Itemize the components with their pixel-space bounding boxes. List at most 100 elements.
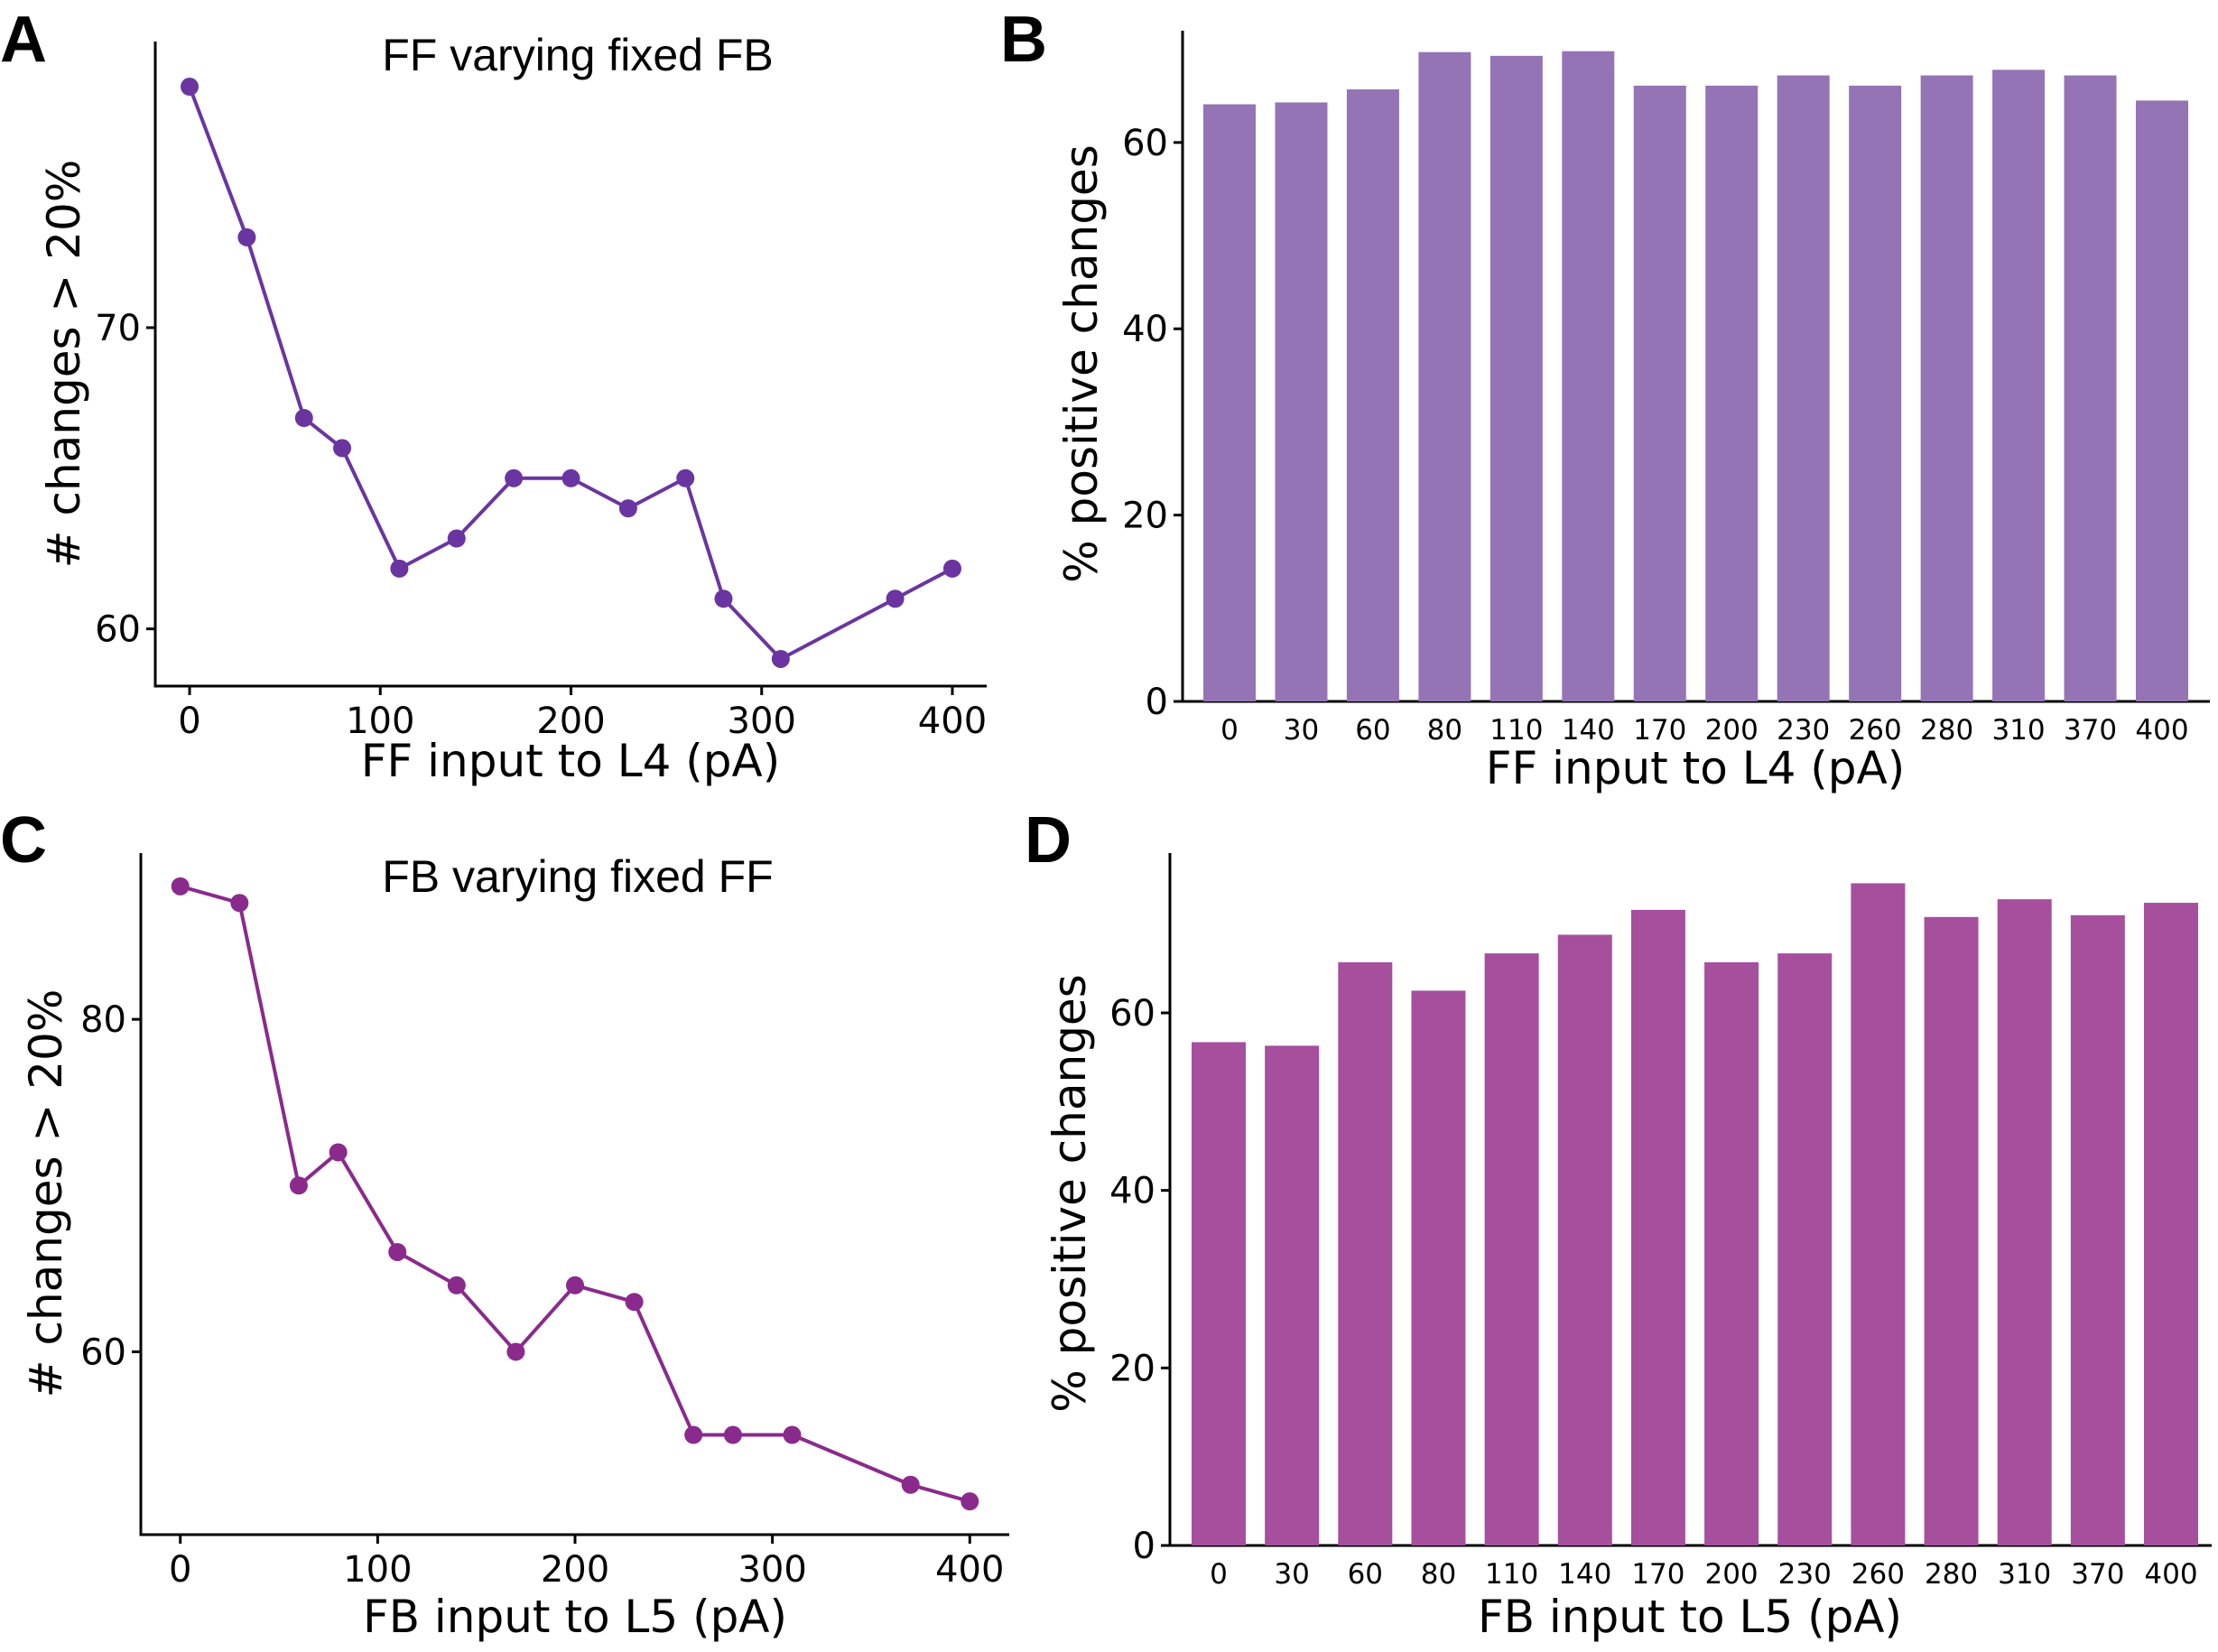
data-point: [771, 649, 790, 668]
x-tick-label: 80: [1421, 1558, 1456, 1591]
bar: [1484, 953, 1539, 1545]
data-point: [447, 529, 466, 548]
data-point: [723, 1425, 742, 1444]
tick-group: 60 70 0 100 200 300 400: [95, 308, 987, 742]
x-axis-label: FF input to L4 (pA): [1486, 742, 1906, 794]
bar: [1338, 961, 1393, 1545]
axes-frame: [1181, 31, 2210, 703]
x-axis-label: FF input to L4 (pA): [361, 735, 781, 787]
bar: [1777, 75, 1830, 702]
data-point: [684, 1425, 703, 1444]
data-point: [714, 589, 733, 608]
x-tick-label: 60: [1355, 714, 1390, 747]
panel-letter-c: C: [0, 804, 47, 877]
data-point: [886, 589, 905, 608]
x-tick-label: 0: [178, 701, 200, 742]
data-marks: [181, 78, 961, 668]
x-tick-label: 0: [169, 1549, 191, 1591]
x-tick-label: 110: [1489, 714, 1543, 747]
x-tick-label: 0: [1220, 714, 1239, 747]
data-point: [942, 559, 961, 578]
x-tick-label: 230: [1777, 714, 1830, 747]
x-tick-label: 100: [346, 701, 414, 742]
data-point: [676, 469, 695, 487]
y-tick-label: 40: [1122, 309, 1168, 350]
bar: [1920, 75, 1973, 702]
y-axis-label: % positive changes: [1055, 144, 1108, 582]
x-tick-label: 310: [1991, 714, 2045, 747]
x-tick-label: 230: [1778, 1558, 1832, 1591]
y-tick-label: 20: [1122, 496, 1168, 537]
x-tick-label: 30: [1284, 714, 1319, 747]
x-tick-label: 170: [1633, 714, 1686, 747]
x-tick-label: 400: [918, 701, 987, 742]
y-tick-label: 0: [1146, 682, 1168, 723]
data-marks: [171, 877, 979, 1511]
x-tick-label: 300: [738, 1549, 806, 1591]
bar: [1633, 85, 1686, 702]
axes-frame: [153, 42, 987, 688]
y-axis-label: # changes > 20%: [38, 160, 90, 569]
y-tick-label: 80: [80, 999, 126, 1041]
data-point: [625, 1293, 644, 1312]
bar: [1997, 899, 2052, 1545]
x-tick-label: 200: [541, 1549, 609, 1591]
data-point: [289, 1176, 308, 1195]
data-point: [390, 559, 409, 578]
y-tick-label: 0: [1133, 1526, 1155, 1567]
x-tick-label: 60: [1348, 1558, 1383, 1591]
bar: [1192, 1042, 1246, 1545]
bar: [1346, 89, 1399, 701]
y-axis-label: % positive changes: [1044, 974, 1096, 1412]
x-tick-label: 100: [343, 1549, 412, 1591]
x-axis-label: FB input to L5 (pA): [1478, 1591, 1902, 1643]
data-point: [566, 1276, 584, 1295]
bar: [2144, 903, 2198, 1545]
y-tick-label: 60: [80, 1332, 126, 1373]
chart-title: FF varying fixed FB: [382, 30, 773, 80]
axes-frame: [1168, 853, 2212, 1547]
data-point: [961, 1492, 979, 1511]
y-tick-label: 60: [1109, 993, 1155, 1035]
bar: [1489, 55, 1543, 702]
x-tick-label: 140: [1562, 714, 1615, 747]
x-tick-label: 200: [1704, 1558, 1758, 1591]
bar: [1777, 953, 1833, 1545]
tick-group: 60 80 0 100 200 300 400: [80, 999, 1004, 1591]
data-point: [230, 894, 249, 913]
bar: [1418, 51, 1471, 701]
y-tick-label: 60: [1122, 123, 1168, 164]
chart-title: FB varying fixed FF: [382, 851, 773, 902]
x-tick-label: 80: [1427, 714, 1462, 747]
tick-group: 0 20 40 60 0 30 60 80 110 140 170 200 230 260 280 310 37…: [1109, 993, 2197, 1591]
bar: [2070, 914, 2125, 1545]
x-axis-label: FB input to L5 (pA): [363, 1591, 787, 1643]
data-point: [506, 1342, 525, 1361]
y-axis-label: # changes > 20%: [20, 989, 72, 1398]
bar: [1275, 102, 1328, 702]
bar: [1705, 85, 1759, 702]
x-tick-label: 30: [1274, 1558, 1309, 1591]
y-tick-label: 40: [1109, 1171, 1155, 1212]
bar: [1992, 70, 2046, 701]
series-line: [188, 86, 953, 661]
x-tick-label: 140: [1558, 1558, 1611, 1591]
tick-group: 0 20 40 60 0 30 60 80 110 140 170 200 230 260 280 310 37…: [1122, 123, 2188, 747]
x-tick-label: 370: [2064, 714, 2117, 747]
x-tick-label: 170: [1631, 1558, 1684, 1591]
data-marks: [1192, 883, 2198, 1545]
bar: [1630, 909, 1685, 1545]
x-tick-label: 400: [2135, 714, 2188, 747]
data-point: [181, 78, 200, 97]
x-tick-label: 260: [1851, 1558, 1905, 1591]
x-tick-label: 0: [1210, 1558, 1228, 1591]
data-point: [237, 227, 256, 246]
bar: [2136, 100, 2188, 702]
y-tick-label: 20: [1109, 1348, 1155, 1389]
axes-frame: [139, 853, 1009, 1536]
bar: [1924, 916, 1979, 1545]
